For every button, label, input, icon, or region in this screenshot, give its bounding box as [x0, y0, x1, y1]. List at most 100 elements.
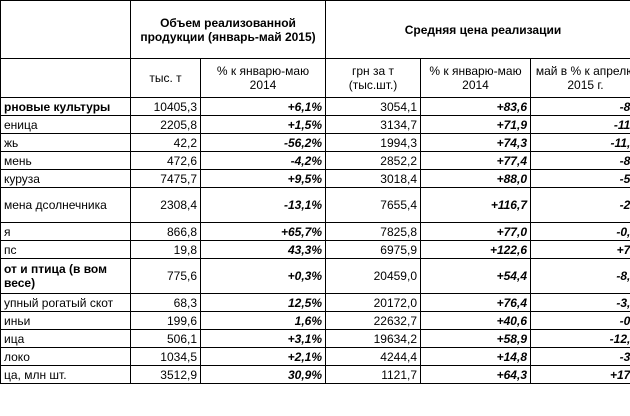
row-label: локо: [0, 347, 131, 366]
cell: 10405,3: [130, 97, 201, 116]
cell: -56,2%: [200, 133, 326, 152]
cell: 1994,3: [325, 133, 421, 152]
cell: -3,7: [529, 293, 630, 312]
cell: 20459,0: [325, 258, 421, 294]
cell: 4244,4: [325, 347, 421, 366]
cell: 199,6: [130, 311, 201, 330]
cell: 506,1: [130, 329, 201, 348]
row-label: мена дсолнечника: [0, 187, 131, 223]
cell: +6,1%: [200, 97, 326, 116]
cell: +76,4: [420, 293, 531, 312]
cell: 43,3%: [200, 240, 326, 259]
cell: 3134,7: [325, 115, 421, 134]
cell: +71,9: [420, 115, 531, 134]
row-label: куруза: [0, 169, 131, 188]
column-header: тыс. т: [130, 58, 201, 98]
cell: 6975,9: [325, 240, 421, 259]
row-label: от и птица (в вом весе): [0, 258, 131, 294]
cell: -4,2%: [200, 151, 326, 170]
cell: +54,4: [420, 258, 531, 294]
cell: 2308,4: [130, 187, 201, 223]
cell: +1,5%: [200, 115, 326, 134]
table-row: рновые культуры 10405,3 +6,1% 3054,1 +83,6 -8…: [0, 97, 630, 116]
cell: +17,.: [529, 365, 630, 384]
corner: [0, 58, 131, 98]
row-label: ца, млн шт.: [0, 365, 131, 384]
column-header: % к январю-маю 2014: [200, 58, 326, 98]
row-label: ица: [0, 329, 131, 348]
cell: -3,.: [529, 347, 630, 366]
cell: 7825,8: [325, 222, 421, 241]
cell: 866,8: [130, 222, 201, 241]
cell: -8,.: [529, 151, 630, 170]
cell: -13,1%: [200, 187, 326, 223]
cell: 19,8: [130, 240, 201, 259]
row-label: пс: [0, 240, 131, 259]
cell: 2205,8: [130, 115, 201, 134]
row-label: рновые культуры: [0, 97, 131, 116]
price-header: Средняя цена реализации: [324, 0, 630, 59]
cell: 7655,4: [325, 187, 421, 223]
row-label: мень: [0, 151, 131, 170]
cell: 42,2: [130, 133, 201, 152]
row-label: упный рогатый скот: [0, 293, 131, 312]
cell: +2,1%: [200, 347, 326, 366]
price-table: Объем реализованной продукции (январь-ма…: [0, 0, 630, 384]
cell: 775,6: [130, 258, 201, 294]
cell: +7,.: [529, 240, 630, 259]
cell: +40,6: [420, 311, 531, 330]
cell: 19634,2: [325, 329, 421, 348]
cell: 22632,7: [325, 311, 421, 330]
cell: +77,0: [420, 222, 531, 241]
cell: +9,5%: [200, 169, 326, 188]
table-row: ца, млн шт.3512,930,9%1121,7+64,3+17,.: [0, 365, 630, 384]
cell: 3054,1: [325, 97, 421, 116]
cell: +77,4: [420, 151, 531, 170]
row-label: я: [0, 222, 131, 241]
cell: -8,0: [529, 258, 630, 294]
cell: -5,.: [529, 169, 630, 188]
cell: -2,.: [529, 187, 630, 223]
cell: +74,3: [420, 133, 531, 152]
volume-header: Объем реализованной продукции (январь-ма…: [130, 0, 326, 59]
row-label: жь: [0, 133, 131, 152]
cell: 30,9%: [200, 365, 326, 384]
table-row: от и птица (в вом весе) 775,6 +0,3% 20459,0…: [0, 258, 630, 294]
cell: +58,9: [420, 329, 531, 348]
column-header: % к январю-маю 2014: [420, 58, 531, 98]
cell: 20172,0: [325, 293, 421, 312]
cell: +65,7%: [200, 222, 326, 241]
cell: 2852,2: [325, 151, 421, 170]
column-header: грн за т (тыс.шт.): [325, 58, 421, 98]
cell: +14,8: [420, 347, 531, 366]
cell: 472,6: [130, 151, 201, 170]
cell: 1034,5: [130, 347, 201, 366]
cell: -11,6: [529, 133, 630, 152]
cell: 3512,9: [130, 365, 201, 384]
cell: -0,7: [529, 222, 630, 241]
cell: 68,3: [130, 293, 201, 312]
cell: +122,6: [420, 240, 531, 259]
cell: 1121,7: [325, 365, 421, 384]
cell: +83,6: [420, 97, 531, 116]
cell: 12,5%: [200, 293, 326, 312]
row-label: еница: [0, 115, 131, 134]
column-header-row: тыс. т% к январю-маю 2014 грн за т (тыс.ш…: [0, 58, 630, 98]
cell: 3018,4: [325, 169, 421, 188]
table-row: упный рогатый скот 68,3 12,5% 20172,0 +76,4-…: [0, 293, 630, 312]
cell: 1,6%: [200, 311, 326, 330]
table-row: мена дсолнечника 2308,4 -13,1% 7655,4 +116,7…: [0, 187, 630, 223]
cell: +64,3: [420, 365, 531, 384]
cell: +88,0: [420, 169, 531, 188]
cell: -0,.: [529, 311, 630, 330]
cell: +0,3%: [200, 258, 326, 294]
row-label: иньи: [0, 311, 131, 330]
